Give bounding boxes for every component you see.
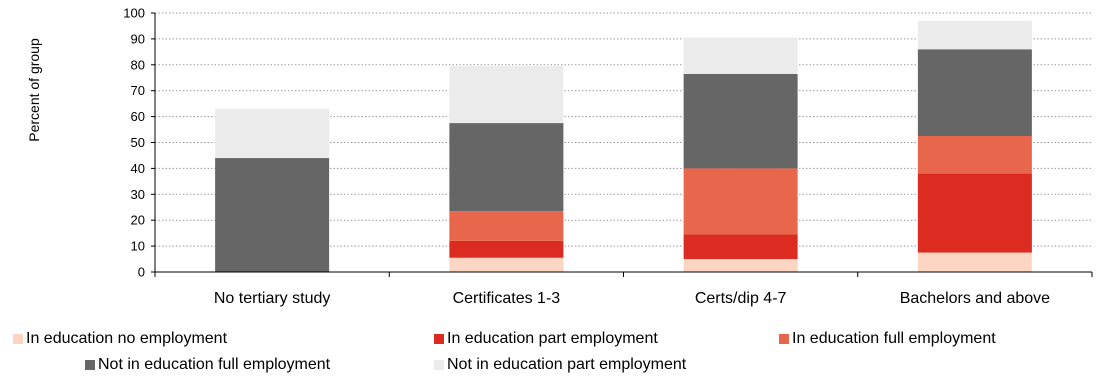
- bar-segment: [215, 108, 330, 159]
- y-tick-label: 90: [131, 31, 145, 46]
- bar-segment: [449, 240, 564, 258]
- bar-segment: [449, 257, 564, 272]
- bar-segment: [449, 123, 564, 212]
- category-label: Certs/dip 4-7: [695, 290, 787, 307]
- bar-segment: [683, 259, 798, 272]
- y-tick-label: 0: [138, 265, 145, 280]
- bar-segment: [917, 20, 1032, 50]
- axes: [154, 13, 1093, 277]
- y-tick-label: 30: [131, 187, 145, 202]
- y-tick-label: 40: [131, 161, 145, 176]
- y-tick-label: 80: [131, 57, 145, 72]
- category-label: Certificates 1-3: [453, 290, 561, 307]
- bar-segment: [683, 168, 798, 235]
- y-tick-label: 100: [123, 6, 145, 21]
- bar-segment: [917, 173, 1032, 253]
- x-axis-labels: No tertiary study Certificates 1-3 Certs/d…: [214, 290, 1050, 307]
- y-tick-label: 60: [131, 109, 145, 124]
- bar-segment: [449, 66, 564, 124]
- bar-segment: [917, 136, 1032, 174]
- bar-segment: [449, 211, 564, 241]
- bar-segment: [683, 234, 798, 260]
- bar-segment: [917, 252, 1032, 272]
- y-tick-label: 70: [131, 83, 145, 98]
- y-tick-label: 10: [131, 239, 145, 254]
- y-tick-label: 50: [131, 135, 145, 150]
- bar-segment: [683, 73, 798, 169]
- bar-segment: [917, 49, 1032, 137]
- y-tick-label: 20: [131, 213, 145, 228]
- bars: [215, 20, 1032, 272]
- category-label: Bachelors and above: [900, 290, 1050, 307]
- category-label: No tertiary study: [214, 290, 330, 307]
- bar-segment: [683, 37, 798, 74]
- y-axis-title: Percent of group: [26, 38, 42, 142]
- bar-segment: [215, 158, 330, 272]
- y-axis-ticks: 0 10 20 30 40 50 60 70 80 90 100: [123, 6, 155, 280]
